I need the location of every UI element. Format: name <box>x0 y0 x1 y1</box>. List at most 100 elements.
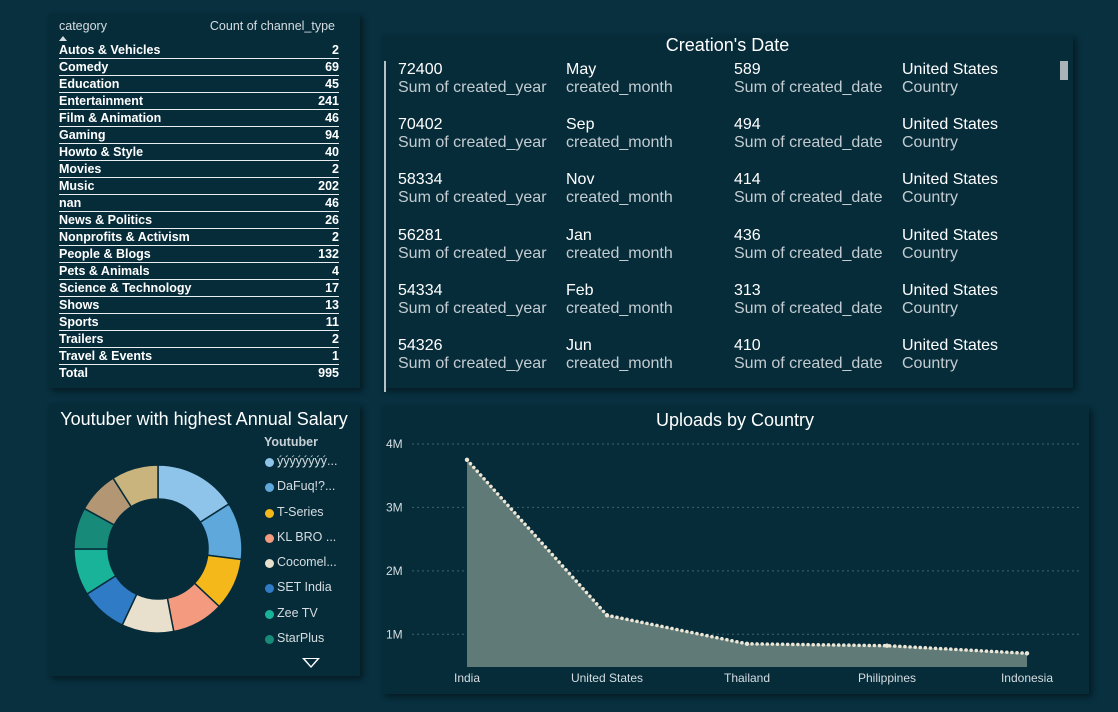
card-cell-month: Jun created_month <box>566 337 726 372</box>
category-count: 46 <box>325 196 339 210</box>
cell-label: Country <box>902 189 959 207</box>
category-count: 17 <box>325 281 339 295</box>
category-name: Shows <box>59 298 100 312</box>
cell-value: Sep <box>566 116 595 134</box>
legend-dot-icon <box>265 609 274 619</box>
sort-ascending-icon[interactable] <box>59 36 67 41</box>
card-row[interactable]: 56281 Sum of created_year Jan created_month… <box>384 226 1054 282</box>
table-row[interactable]: Travel & Events 1 <box>59 348 339 365</box>
cell-value: 410 <box>734 336 761 354</box>
card-cell-country: United States Country <box>902 116 1062 151</box>
cell-label: Country <box>902 299 959 317</box>
category-count: 26 <box>325 213 339 227</box>
data-point[interactable] <box>1024 651 1030 656</box>
table-row[interactable]: News & Politics 26 <box>59 212 339 229</box>
card-row[interactable]: 54334 Sum of created_year Feb created_month… <box>384 281 1054 337</box>
legend-label: Zee TV <box>277 605 318 620</box>
cell-label: Sum of created_year <box>398 189 547 207</box>
legend-item[interactable]: DaFuq!?... <box>265 478 357 503</box>
cell-label: Sum of created_year <box>398 134 547 152</box>
header-category[interactable]: category <box>59 19 107 33</box>
legend-item[interactable]: KL BRO ... <box>265 529 357 554</box>
x-tick-label: Philippines <box>858 671 916 685</box>
category-name: Music <box>59 179 95 193</box>
category-count: 40 <box>325 145 339 159</box>
cell-value: 72400 <box>398 61 443 78</box>
category-count: 11 <box>325 315 339 329</box>
legend-dot-icon <box>265 635 274 645</box>
card-row[interactable]: 58334 Sum of created_year Nov created_month… <box>384 171 1054 227</box>
category-name: Sports <box>59 315 99 329</box>
card-cell-year: 54334 Sum of created_year <box>398 282 558 317</box>
card-cell-month: Sep created_month <box>566 116 726 151</box>
category-name: Howto & Style <box>59 145 144 159</box>
cell-label: created_month <box>566 189 673 207</box>
scrollbar[interactable] <box>1060 61 1068 80</box>
data-point[interactable] <box>604 613 610 618</box>
table-row[interactable]: Pets & Animals 4 <box>59 263 339 280</box>
cell-value: 589 <box>734 61 761 78</box>
table-row[interactable]: People & Blogs 132 <box>59 246 339 263</box>
cell-value: Jan <box>566 226 592 244</box>
uploads-area-chart-panel: Uploads by Country 1M 2M 3M 4M India United St… <box>382 406 1089 694</box>
card-cell-day: 436 Sum of created_date <box>734 227 894 262</box>
table-row[interactable]: Music 202 <box>59 178 339 195</box>
table-row[interactable]: Film & Animation 46 <box>59 110 339 127</box>
card-row[interactable]: 72400 Sum of created_year May created_month… <box>384 61 1054 117</box>
legend-item[interactable]: ýýýýýýýý... <box>265 453 357 478</box>
card-cell-country: United States Country <box>902 337 1062 372</box>
cell-label: Country <box>902 354 959 372</box>
table-row[interactable]: nan 46 <box>59 195 339 212</box>
data-point[interactable] <box>744 641 750 646</box>
category-count: 13 <box>325 298 339 312</box>
legend-scroll-down-icon[interactable] <box>302 658 320 668</box>
legend-item[interactable]: StarPlus <box>265 630 357 655</box>
table-row[interactable]: Nonprofits & Activism 2 <box>59 229 339 246</box>
table-row[interactable]: Sports 11 <box>59 314 339 331</box>
table-row[interactable]: Movies 2 <box>59 161 339 178</box>
header-count[interactable]: Count of channel_type <box>209 19 335 33</box>
legend-item[interactable]: T-Series <box>265 504 357 529</box>
legend-dot-icon <box>265 483 274 493</box>
table-row[interactable]: Entertainment 241 <box>59 93 339 110</box>
card-cell-month: May created_month <box>566 61 726 96</box>
legend-label: SET India <box>277 580 332 595</box>
category-count: 2 <box>332 43 339 57</box>
table-row[interactable]: Education 45 <box>59 76 339 93</box>
cell-label: created_month <box>566 134 673 152</box>
legend: ýýýýýýýý... DaFuq!?... T-Series KL BRO ... C… <box>265 453 357 655</box>
legend-item[interactable]: Cocomel... <box>265 554 357 579</box>
cell-value: 54326 <box>398 336 443 354</box>
cell-value: May <box>566 61 597 78</box>
legend-label: Cocomel... <box>277 555 337 570</box>
card-cell-country: United States Country <box>902 171 1062 206</box>
card-cell-year: 58334 Sum of created_year <box>398 171 558 206</box>
table-row[interactable]: Howto & Style 40 <box>59 144 339 161</box>
area-fill[interactable] <box>467 459 1027 667</box>
table-body: Autos & Vehicles 2 Comedy 69 Education 45 Ente… <box>59 42 339 382</box>
data-point[interactable] <box>464 457 470 463</box>
card-row[interactable]: 54326 Sum of created_year Jun created_month… <box>384 336 1054 393</box>
table-row[interactable]: Gaming 94 <box>59 127 339 144</box>
table-header: category Count of channel_type <box>59 19 335 39</box>
table-row[interactable]: Comedy 69 <box>59 59 339 76</box>
data-point[interactable] <box>884 643 890 648</box>
table-row[interactable]: Autos & Vehicles 2 <box>59 42 339 59</box>
legend-label: KL BRO ... <box>277 529 337 544</box>
card-cell-country: United States Country <box>902 227 1062 262</box>
category-name: Gaming <box>59 128 106 142</box>
legend-item[interactable]: SET India <box>265 579 357 604</box>
cell-value: United States <box>902 116 999 134</box>
category-count: 94 <box>325 128 339 142</box>
cell-label: Country <box>902 244 959 262</box>
cell-value: Jun <box>566 336 592 354</box>
category-count: 132 <box>318 247 339 261</box>
table-row[interactable]: Science & Technology 17 <box>59 280 339 297</box>
table-row[interactable]: Shows 13 <box>59 297 339 314</box>
legend-title: Youtuber <box>264 435 318 449</box>
legend-item[interactable]: Zee TV <box>265 605 357 630</box>
donut-slice[interactable] <box>111 464 159 508</box>
table-row[interactable]: Trailers 2 <box>59 331 339 348</box>
donut-chart-panel: Youtuber with highest Annual Salary Yout… <box>48 404 360 676</box>
card-row[interactable]: 70402 Sum of created_year Sep created_month… <box>384 116 1054 172</box>
